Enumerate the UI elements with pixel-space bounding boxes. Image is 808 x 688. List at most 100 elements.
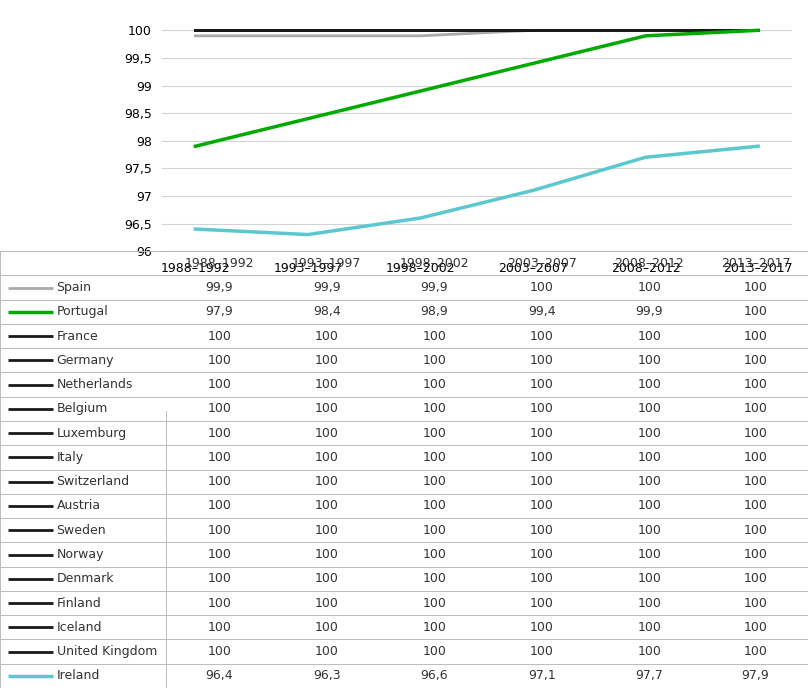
Text: 100: 100 bbox=[423, 402, 446, 416]
Text: 97,1: 97,1 bbox=[528, 669, 556, 682]
Text: 100: 100 bbox=[743, 354, 768, 367]
Text: 100: 100 bbox=[208, 378, 231, 391]
Text: 100: 100 bbox=[743, 427, 768, 440]
Text: 100: 100 bbox=[530, 524, 553, 537]
Text: 100: 100 bbox=[743, 305, 768, 319]
Text: 2013–2017: 2013–2017 bbox=[721, 257, 790, 270]
Text: 100: 100 bbox=[423, 524, 446, 537]
Text: 100: 100 bbox=[530, 402, 553, 416]
Text: 100: 100 bbox=[530, 596, 553, 610]
Text: 100: 100 bbox=[530, 281, 553, 294]
Text: 100: 100 bbox=[208, 524, 231, 537]
Text: 100: 100 bbox=[743, 451, 768, 464]
Text: 100: 100 bbox=[638, 354, 661, 367]
Text: 100: 100 bbox=[743, 572, 768, 585]
Text: 99,9: 99,9 bbox=[205, 281, 234, 294]
Text: Germany: Germany bbox=[57, 354, 114, 367]
Text: United Kingdom: United Kingdom bbox=[57, 645, 157, 658]
Text: 100: 100 bbox=[423, 548, 446, 561]
Text: 100: 100 bbox=[423, 621, 446, 634]
Text: 100: 100 bbox=[423, 354, 446, 367]
Text: 100: 100 bbox=[638, 378, 661, 391]
Text: 100: 100 bbox=[530, 330, 553, 343]
Text: 100: 100 bbox=[315, 427, 339, 440]
Text: 100: 100 bbox=[530, 548, 553, 561]
Text: 100: 100 bbox=[423, 572, 446, 585]
Text: 100: 100 bbox=[638, 451, 661, 464]
Text: 100: 100 bbox=[638, 402, 661, 416]
Text: 98,4: 98,4 bbox=[313, 305, 341, 319]
Text: Portugal: Portugal bbox=[57, 305, 108, 319]
Text: 100: 100 bbox=[208, 427, 231, 440]
Text: 100: 100 bbox=[423, 378, 446, 391]
Text: 100: 100 bbox=[423, 451, 446, 464]
Text: 100: 100 bbox=[638, 524, 661, 537]
Text: 100: 100 bbox=[743, 281, 768, 294]
Text: Iceland: Iceland bbox=[57, 621, 102, 634]
Text: Belgium: Belgium bbox=[57, 402, 108, 416]
Text: 99,9: 99,9 bbox=[313, 281, 341, 294]
Text: 100: 100 bbox=[315, 378, 339, 391]
Text: 100: 100 bbox=[743, 621, 768, 634]
Text: 100: 100 bbox=[638, 330, 661, 343]
Text: 100: 100 bbox=[638, 475, 661, 488]
Text: 100: 100 bbox=[530, 499, 553, 513]
Text: 100: 100 bbox=[423, 499, 446, 513]
Text: 100: 100 bbox=[638, 596, 661, 610]
Text: 97,9: 97,9 bbox=[205, 305, 234, 319]
Text: 100: 100 bbox=[743, 330, 768, 343]
Text: 100: 100 bbox=[208, 596, 231, 610]
Text: 99,9: 99,9 bbox=[420, 281, 448, 294]
Text: 100: 100 bbox=[208, 330, 231, 343]
Text: 100: 100 bbox=[208, 354, 231, 367]
Text: 100: 100 bbox=[315, 621, 339, 634]
Text: France: France bbox=[57, 330, 99, 343]
Text: 100: 100 bbox=[638, 572, 661, 585]
Text: 1988–1992: 1988–1992 bbox=[184, 257, 255, 270]
Text: 100: 100 bbox=[743, 645, 768, 658]
Text: 100: 100 bbox=[638, 499, 661, 513]
Text: 100: 100 bbox=[530, 645, 553, 658]
Text: 100: 100 bbox=[423, 596, 446, 610]
Text: 100: 100 bbox=[530, 451, 553, 464]
Text: 100: 100 bbox=[743, 402, 768, 416]
Text: 97,9: 97,9 bbox=[742, 669, 769, 682]
Text: 100: 100 bbox=[315, 354, 339, 367]
Text: 99,9: 99,9 bbox=[635, 305, 663, 319]
Text: Denmark: Denmark bbox=[57, 572, 114, 585]
Text: 96,4: 96,4 bbox=[205, 669, 234, 682]
Text: 100: 100 bbox=[423, 427, 446, 440]
Text: 100: 100 bbox=[315, 499, 339, 513]
Text: 100: 100 bbox=[208, 621, 231, 634]
Text: 100: 100 bbox=[208, 499, 231, 513]
Text: 100: 100 bbox=[315, 402, 339, 416]
Text: Sweden: Sweden bbox=[57, 524, 106, 537]
Text: 100: 100 bbox=[315, 548, 339, 561]
Text: Luxemburg: Luxemburg bbox=[57, 427, 127, 440]
Text: 100: 100 bbox=[315, 451, 339, 464]
Text: 100: 100 bbox=[743, 548, 768, 561]
Text: 100: 100 bbox=[743, 596, 768, 610]
Text: Austria: Austria bbox=[57, 499, 101, 513]
Text: Switzerland: Switzerland bbox=[57, 475, 130, 488]
Text: 1993–1997: 1993–1997 bbox=[292, 257, 361, 270]
Text: 2003–2007: 2003–2007 bbox=[507, 257, 577, 270]
Text: 100: 100 bbox=[638, 621, 661, 634]
Text: 100: 100 bbox=[743, 475, 768, 488]
Text: 100: 100 bbox=[208, 548, 231, 561]
Text: 100: 100 bbox=[315, 596, 339, 610]
Text: 100: 100 bbox=[315, 524, 339, 537]
Text: 100: 100 bbox=[208, 572, 231, 585]
Text: 100: 100 bbox=[315, 330, 339, 343]
Text: 100: 100 bbox=[743, 378, 768, 391]
Text: 98,9: 98,9 bbox=[420, 305, 448, 319]
Text: 100: 100 bbox=[743, 524, 768, 537]
Text: 100: 100 bbox=[743, 499, 768, 513]
Text: 100: 100 bbox=[530, 354, 553, 367]
Text: 100: 100 bbox=[315, 645, 339, 658]
Text: 100: 100 bbox=[208, 451, 231, 464]
Text: 96,6: 96,6 bbox=[420, 669, 448, 682]
Text: 100: 100 bbox=[638, 281, 661, 294]
Text: Netherlands: Netherlands bbox=[57, 378, 133, 391]
Text: 100: 100 bbox=[315, 572, 339, 585]
